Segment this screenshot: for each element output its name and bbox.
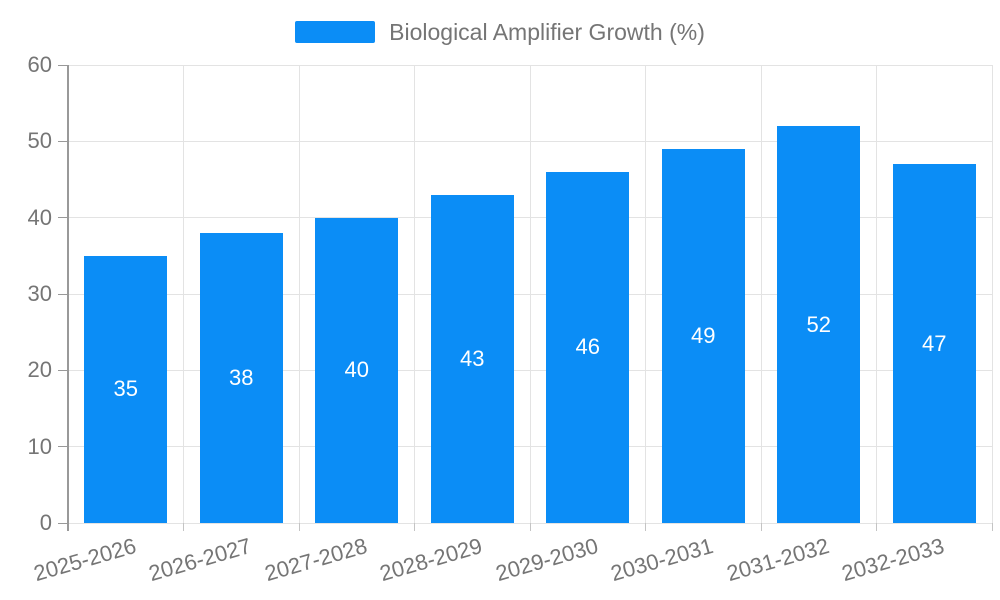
y-axis-tick [58, 293, 68, 295]
y-axis-line [67, 65, 69, 531]
y-axis-label: 60 [27, 52, 52, 77]
bar[interactable] [84, 255, 168, 523]
v-gridline [645, 65, 646, 523]
y-axis-label: 30 [27, 281, 52, 306]
bar-value-label: 49 [690, 322, 716, 348]
bar-value-label: 47 [921, 330, 947, 356]
x-axis-tick [529, 523, 531, 531]
bar[interactable] [430, 194, 514, 523]
bar[interactable] [777, 126, 861, 523]
y-axis-tick [58, 446, 68, 448]
bar-value-label: 38 [228, 364, 254, 390]
bar[interactable] [661, 148, 745, 523]
y-axis-label: 10 [27, 433, 52, 459]
bar-value-label: 46 [575, 334, 600, 360]
x-axis-tick [876, 523, 877, 531]
y-axis-label: 40 [27, 204, 52, 230]
legend: Biological Amplifier Growth (%) [0, 19, 1000, 45]
bar-value-label: 35 [113, 376, 138, 402]
bar-value-label: 52 [806, 311, 831, 337]
bar[interactable] [892, 164, 976, 523]
x-axis-tick [760, 523, 762, 531]
legend-swatch [295, 21, 376, 43]
bar-value-label: 43 [459, 345, 485, 371]
y-axis-tick [58, 369, 68, 371]
legend-label: Biological Amplifier Growth (%) [389, 18, 705, 45]
x-axis-tick [298, 523, 300, 531]
x-axis-tick [183, 523, 184, 531]
v-gridline [760, 65, 762, 523]
y-axis-tick [58, 140, 68, 142]
v-gridline [414, 65, 415, 523]
legend-item[interactable]: Biological Amplifier Growth (%) [295, 19, 705, 46]
bar-value-label: 40 [344, 357, 369, 383]
bar[interactable] [315, 217, 399, 523]
v-gridline [991, 65, 993, 523]
bar[interactable] [199, 232, 283, 523]
v-gridline [876, 65, 877, 523]
v-gridline [183, 65, 184, 523]
y-axis-label: 50 [27, 128, 52, 154]
v-gridline [529, 65, 531, 523]
y-axis-tick [58, 217, 68, 219]
y-axis-tick [58, 522, 68, 524]
y-axis-label: 0 [39, 510, 52, 535]
x-axis-tick [991, 523, 993, 531]
y-axis-label: 20 [27, 357, 52, 383]
x-axis-tick [645, 523, 646, 531]
bar[interactable] [546, 171, 630, 523]
x-axis-tick [414, 523, 415, 531]
v-gridline [298, 65, 300, 523]
y-axis-tick [58, 64, 68, 66]
